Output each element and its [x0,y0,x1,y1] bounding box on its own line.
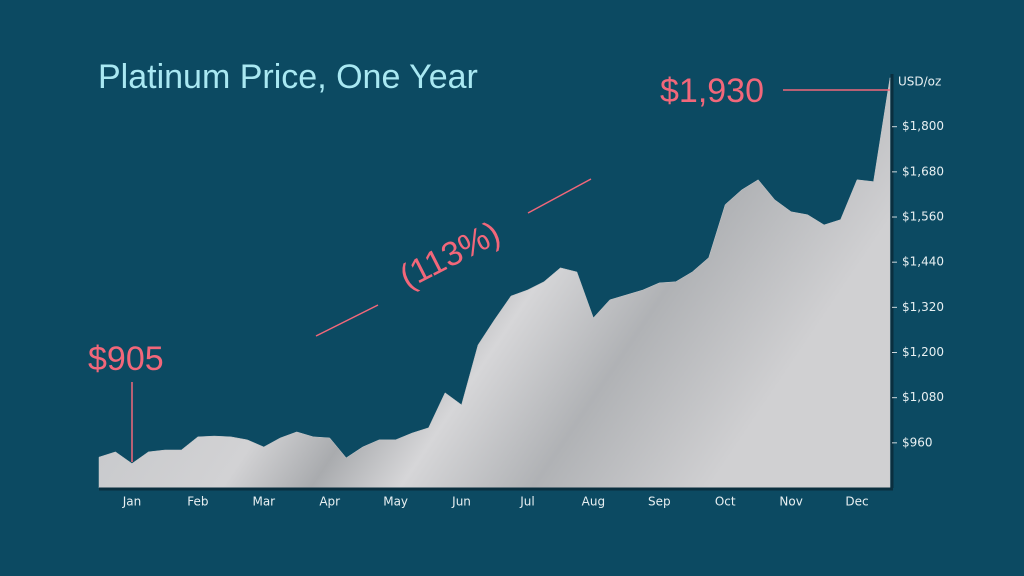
y-tick-label: $1,560 [902,210,944,224]
y-tick-label: $1,320 [902,300,944,314]
x-tick-label: May [383,495,408,509]
x-tick-label: Jun [451,495,471,509]
y-tick-label: $1,080 [902,390,944,404]
y-tick-label: $1,440 [902,255,944,269]
x-tick-label: Apr [319,495,340,509]
x-tick-label: Oct [715,495,736,509]
annotation: (113%) [394,214,507,296]
x-tick-label: Sep [648,495,671,509]
x-tick-label: Mar [252,495,275,509]
x-tick-label: Jul [519,495,534,509]
x-tick-label: Aug [582,495,605,509]
y-tick-label: $1,680 [902,164,944,178]
annotation-line [527,178,592,214]
x-tick-label: Jan [122,495,142,509]
x-tick-label: Feb [187,495,208,509]
annotation: $1,930 [660,72,764,110]
annotation: $905 [88,340,164,378]
y-tick-label: $1,200 [902,345,944,359]
y-axis-label: USD/oz [898,75,941,89]
chart-title: Platinum Price, One Year [98,58,478,96]
area [98,77,891,489]
annotation-line [315,304,379,337]
x-tick-label: Nov [779,495,802,509]
y-tick-label: $960 [902,435,933,449]
y-tick-label: $1,800 [902,119,944,133]
x-tick-label: Dec [845,495,868,509]
